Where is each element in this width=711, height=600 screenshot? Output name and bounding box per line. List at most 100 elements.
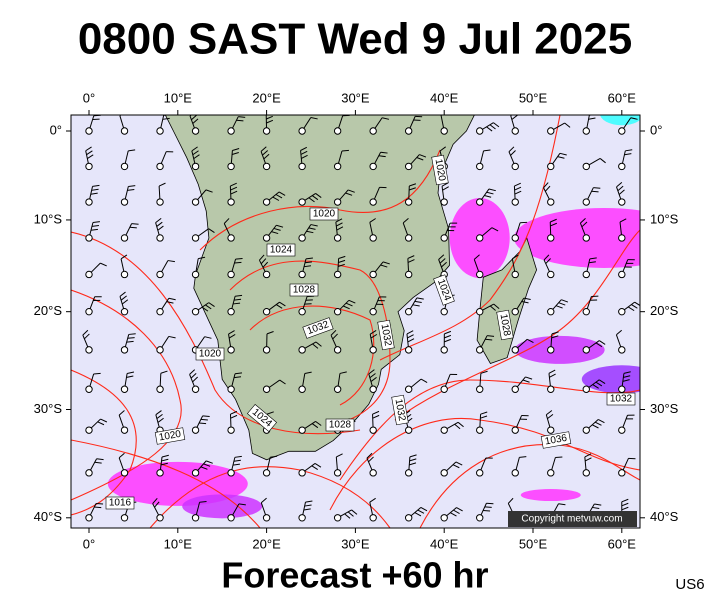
wind-station	[511, 270, 519, 279]
wind-station	[227, 469, 235, 477]
wind-station	[227, 346, 235, 354]
barb-feather	[368, 369, 375, 375]
wind-station	[404, 127, 413, 135]
barb-feather	[419, 154, 427, 158]
isobar-label-group: 1020	[195, 347, 225, 361]
barb-feather	[92, 221, 100, 223]
barb-feather	[121, 299, 129, 305]
wind-station	[618, 307, 626, 316]
lat-label-right: 10°S	[650, 211, 679, 226]
barb-feather	[407, 334, 414, 339]
barb-feather	[595, 381, 603, 387]
barb-feather	[262, 150, 269, 156]
wind-station	[618, 469, 626, 477]
barb-feather	[627, 306, 635, 312]
barb-feather	[455, 461, 463, 466]
barb-feather	[347, 511, 354, 517]
barb-feather	[369, 373, 376, 379]
wind-station	[85, 270, 93, 279]
barb-feather	[119, 291, 126, 297]
barb-feather	[592, 506, 600, 510]
land	[164, 115, 475, 461]
barb-feather	[598, 379, 606, 385]
wind-station	[476, 426, 484, 434]
isobar-label-bg	[266, 243, 296, 257]
barb-feather	[370, 333, 378, 339]
isobar-label: 1028	[293, 285, 316, 296]
barb-feather	[559, 152, 567, 156]
lon-label-top: 0°	[83, 90, 95, 105]
barb-feather	[544, 185, 551, 192]
isobar	[71, 439, 261, 528]
barb-feather	[409, 462, 417, 466]
barb-feather	[439, 258, 446, 264]
barb-feather	[551, 331, 559, 335]
wind-station	[333, 234, 342, 242]
wind-station	[191, 385, 200, 393]
barb-feather	[200, 418, 208, 421]
barb-feather	[315, 193, 322, 198]
barb-feather	[198, 256, 206, 260]
barb-feather	[204, 336, 212, 339]
barb-feather	[205, 189, 213, 193]
barb-feather	[444, 334, 452, 339]
wind-station	[262, 514, 271, 522]
barb-feather	[382, 117, 390, 120]
barb-feather	[304, 371, 312, 374]
barb-feather	[624, 153, 632, 156]
wind-station	[476, 198, 484, 206]
barb-feather	[126, 375, 134, 378]
isobar-label: 1036	[544, 433, 568, 448]
barb-feather	[369, 497, 376, 503]
wind-station	[191, 307, 200, 316]
isobar-label-group: 1028	[496, 309, 514, 341]
barb-feather	[588, 117, 596, 120]
wind-station	[333, 469, 342, 477]
wind-station	[618, 234, 626, 242]
wind-station	[404, 234, 413, 242]
isobar-label: 1032	[379, 323, 394, 347]
wind-station	[404, 426, 413, 434]
wind-station	[618, 270, 626, 279]
barb-feather	[454, 423, 461, 430]
barb-feather	[351, 509, 358, 515]
precip	[514, 335, 605, 364]
wind-station	[191, 270, 200, 279]
lat-label-left: 20°S	[34, 303, 63, 318]
barb-feather	[557, 156, 565, 159]
barb-feather	[527, 338, 534, 343]
barb-feather	[234, 298, 242, 301]
isobar-label: 1028	[498, 313, 513, 337]
barb-feather	[91, 188, 99, 191]
barb-feather	[200, 466, 208, 470]
barb-feather	[409, 458, 417, 462]
barb-feather	[521, 301, 529, 304]
wind-station	[440, 385, 448, 393]
barb-feather	[192, 118, 199, 124]
lat-label-left: 40°S	[34, 509, 63, 524]
wind-station	[369, 469, 377, 477]
footer: Forecast +60 hr	[221, 555, 488, 596]
barb-feather	[593, 187, 601, 189]
barb-feather	[616, 181, 623, 188]
wind-station	[120, 198, 129, 206]
wind-station	[227, 426, 235, 434]
barb-feather	[589, 257, 597, 260]
barb-feather	[266, 411, 274, 415]
barb-feather	[128, 185, 136, 187]
isobar	[71, 231, 361, 435]
barb-feather	[238, 116, 246, 118]
barb-feather	[420, 378, 428, 383]
wind-station	[404, 270, 413, 279]
wind-station	[120, 270, 129, 279]
wind-station	[85, 385, 93, 393]
barb-feather	[480, 415, 488, 419]
isobar-label: 1020	[199, 349, 222, 360]
barb-feather	[202, 415, 210, 417]
barb-feather	[335, 218, 343, 223]
barb-feather	[279, 301, 286, 307]
wind-station	[298, 469, 306, 477]
wind-station	[476, 127, 484, 135]
barb-feather	[154, 501, 160, 508]
barb-feather	[592, 384, 599, 389]
